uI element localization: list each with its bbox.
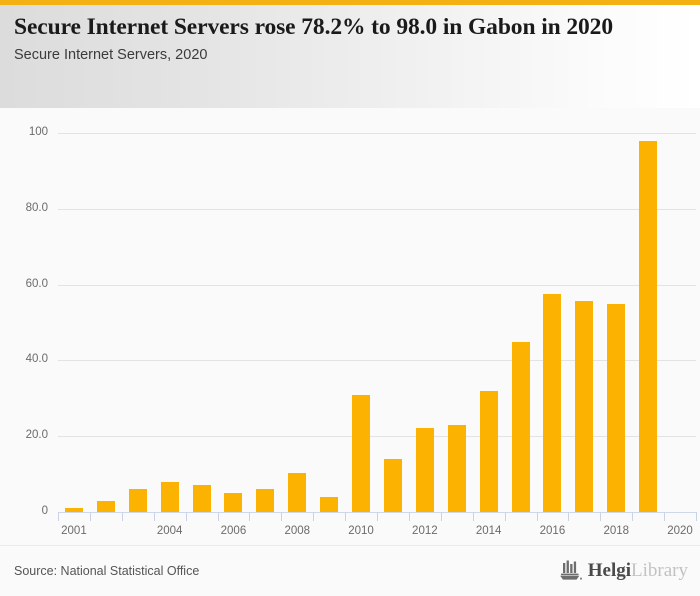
gridline-60.0 (58, 284, 696, 286)
bar-series (0, 108, 700, 545)
x-axis-tick (632, 512, 634, 521)
bar-2007[interactable] (256, 489, 275, 512)
x-axis-tick (89, 512, 91, 521)
y-axis-label-80.0: 80.0 (25, 201, 48, 214)
bar-2004[interactable] (160, 481, 179, 512)
chart-plot-area: 100 80.0 60.0 40.0 20.0 0 2001 2004 2006 2008 201… (0, 108, 700, 545)
x-axis-label-2004: 2004 (156, 525, 183, 537)
x-axis-tick (504, 512, 506, 521)
gridline-20.0 (58, 436, 696, 438)
x-axis-label-2016: 2016 (539, 525, 566, 537)
brand-name-primary: Helgi (587, 559, 632, 581)
x-axis-tick (121, 512, 123, 521)
gridline-80.0 (58, 208, 696, 210)
x-axis-labels: 2001 2004 2006 2008 2010 2012 2014 2016 2018 2020 (0, 108, 700, 545)
top-accent-bar (0, 0, 700, 5)
bar-2012[interactable] (415, 427, 434, 512)
x-axis-tick (281, 512, 283, 521)
x-axis-tick (664, 512, 666, 521)
y-axis-label-0: 0 (41, 505, 48, 517)
bar-2015[interactable] (511, 342, 530, 512)
bar-2009[interactable] (320, 497, 339, 512)
x-axis-tick (58, 512, 59, 521)
x-axis-tick (696, 512, 697, 521)
bar-2002[interactable] (96, 501, 115, 512)
x-axis-tick (568, 512, 570, 521)
bar-2005[interactable] (192, 485, 211, 512)
bar-2003[interactable] (128, 488, 147, 512)
x-axis-label-2014: 2014 (475, 525, 502, 537)
x-axis-tick (345, 512, 347, 521)
page-title: Secure Internet Servers rose 78.2% to 98… (14, 14, 613, 40)
bar-2018[interactable] (607, 303, 626, 512)
bar-2013[interactable] (447, 425, 466, 512)
bar-2017[interactable] (575, 300, 594, 512)
bar-2011[interactable] (383, 458, 402, 512)
x-axis-tick (536, 512, 538, 521)
bar-2016[interactable] (543, 293, 562, 512)
x-axis-label-2020: 2020 (667, 525, 693, 537)
x-axis-label-2008: 2008 (284, 525, 311, 537)
x-axis-label-2012: 2012 (412, 525, 438, 537)
x-axis-tick (472, 512, 474, 521)
y-axis-label-20.0: 20.0 (25, 429, 48, 442)
bar-2008[interactable] (288, 473, 307, 512)
x-axis-label-2018: 2018 (603, 525, 630, 537)
gridline-40.0 (58, 360, 696, 362)
gridline-100 (58, 133, 696, 134)
chart-subtitle: Secure Internet Servers, 2020 (14, 47, 208, 63)
x-axis-ticks (0, 108, 700, 545)
x-axis-label-2001: 2001 (61, 525, 87, 537)
brand-name-secondary: Library (631, 559, 688, 581)
x-axis-label-2010: 2010 (348, 525, 374, 537)
bar-2019[interactable] (639, 140, 658, 512)
x-axis-tick (440, 512, 442, 521)
bar-2001[interactable] (64, 508, 83, 512)
chart-header: Secure Internet Servers rose 78.2% to 98… (0, 5, 700, 108)
y-axis-label-40.0: 40.0 (25, 353, 48, 366)
x-axis-tick (408, 512, 410, 521)
bar-2010[interactable] (352, 394, 371, 512)
x-axis-tick (377, 512, 378, 521)
helgi-library-logo[interactable]: HelgiLibrary (559, 559, 688, 581)
y-axis-label-100: 100 (28, 126, 48, 138)
x-axis-tick (249, 512, 251, 521)
x-axis-label-2006: 2006 (220, 525, 247, 537)
x-axis-tick (313, 512, 315, 521)
x-axis-tick (153, 512, 155, 521)
bar-chart-boat-icon (559, 560, 582, 580)
x-axis-tick (217, 512, 219, 521)
chart-footer: Source: National Statistical Office Helg… (0, 545, 700, 596)
bar-2006[interactable] (224, 493, 243, 512)
y-axis-labels: 100 80.0 60.0 40.0 20.0 0 (0, 108, 700, 545)
x-axis-tick (600, 512, 602, 521)
y-axis-label-60.0: 60.0 (25, 277, 48, 290)
brand-wordmark: HelgiLibrary (588, 561, 688, 580)
bar-2014[interactable] (479, 391, 498, 512)
source-label: Source: National Statistical Office (14, 564, 200, 578)
x-axis-tick (185, 512, 187, 521)
